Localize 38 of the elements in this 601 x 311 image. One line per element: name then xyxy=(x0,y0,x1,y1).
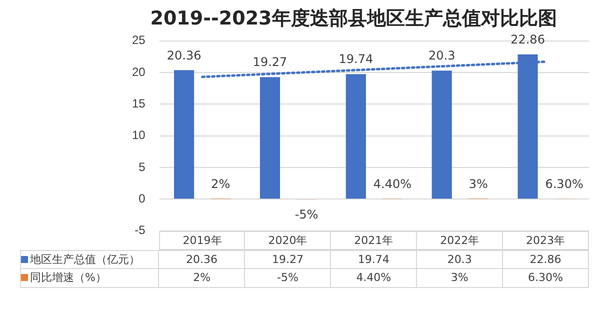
y-tick-label: 5 xyxy=(138,160,146,174)
bar xyxy=(346,74,366,199)
data-label: 22.86 xyxy=(503,250,589,269)
y-tick-label: -5 xyxy=(134,223,146,238)
x-tick-label: 2019年 xyxy=(159,230,246,250)
data-label: 19.27 xyxy=(245,250,332,269)
text: 4.40% xyxy=(373,176,412,191)
data-label: 20.36 xyxy=(159,250,246,269)
y-tick-label: 15 xyxy=(132,96,146,110)
x-tick-label: 2021年 xyxy=(331,230,418,250)
data-label: 4.40% xyxy=(331,268,418,288)
text: 6.30% xyxy=(545,176,584,191)
bar xyxy=(174,70,194,199)
text: -5% xyxy=(294,208,318,222)
text: 3% xyxy=(468,177,488,192)
data-label: 6.30% xyxy=(503,268,589,288)
legend-label: 同比增速（%） xyxy=(29,270,106,286)
data-label: 20.3 xyxy=(417,250,504,269)
y-tick-label: 25 xyxy=(132,33,146,48)
text: 22.86 xyxy=(510,32,545,46)
x-tick-label: 2022年 xyxy=(417,230,504,250)
y-tick-label: 20 xyxy=(132,64,146,79)
data-label: 3% xyxy=(417,268,504,288)
x-tick-label: 2020年 xyxy=(245,230,332,250)
data-label: -5% xyxy=(245,268,332,288)
legend-label: 地区生产总值（亿元） xyxy=(29,252,140,267)
x-tick-label: 2023年 xyxy=(503,230,589,250)
text: 19.74 xyxy=(338,52,374,66)
y-tick-label: 0 xyxy=(138,191,146,206)
chart-title: 2019--2023年度迭部县地区生产总值对比比图 xyxy=(150,7,557,30)
text: 20.3 xyxy=(428,48,456,63)
text: 2% xyxy=(211,177,230,192)
text: 20.36 xyxy=(166,48,202,62)
data-label: 19.74 xyxy=(331,250,418,269)
y-tick-label: 10 xyxy=(132,128,146,142)
data-label: 2% xyxy=(159,268,246,288)
bar xyxy=(432,70,452,199)
text: 19.27 xyxy=(252,55,288,70)
